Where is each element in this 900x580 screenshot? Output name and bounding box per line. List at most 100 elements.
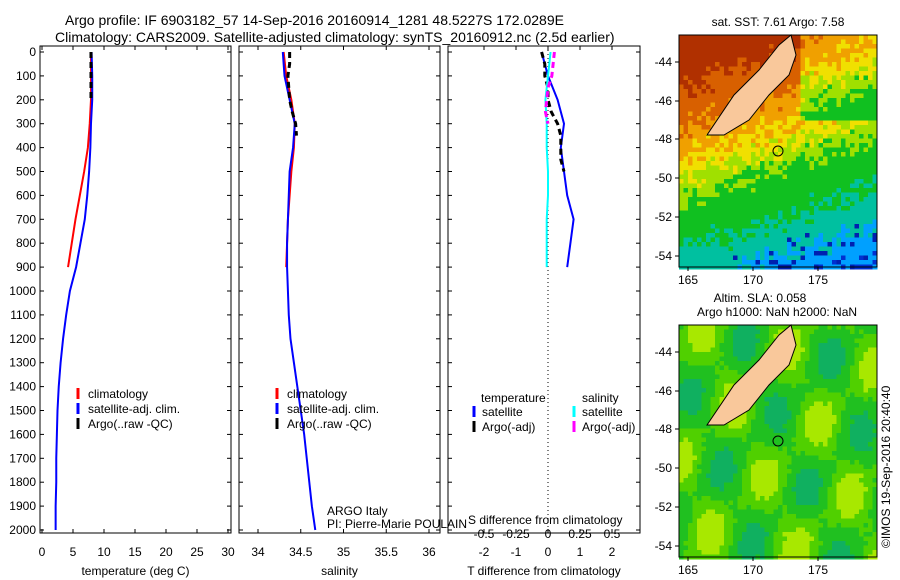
map-cell <box>827 116 833 121</box>
map-cell <box>850 62 855 67</box>
map-cell <box>697 134 702 139</box>
map-cell <box>800 116 806 121</box>
map-cell <box>863 325 869 330</box>
map-cell <box>854 192 860 198</box>
map-cell <box>859 473 864 479</box>
map-cell <box>683 71 689 76</box>
map-cell <box>872 89 878 94</box>
map-cell <box>841 255 846 261</box>
map-cell <box>697 361 702 366</box>
map-cell <box>737 473 743 479</box>
map-cell <box>850 473 855 479</box>
map-cell <box>692 237 698 243</box>
map-cell <box>724 487 729 492</box>
map-cell <box>764 161 770 166</box>
map-cell <box>742 143 747 148</box>
credit-text: ©IMOS 19-Sep-2016 20:40:40 <box>879 385 893 548</box>
map-cell <box>823 374 828 380</box>
map-cell <box>823 433 828 438</box>
map-cell <box>854 80 860 85</box>
map-cell <box>827 419 833 425</box>
map-cell <box>737 451 743 456</box>
map-cell <box>796 233 801 238</box>
map-cell <box>841 361 846 366</box>
map-cell <box>836 469 842 474</box>
map-cell <box>710 242 716 247</box>
map-cell <box>733 370 738 375</box>
map-cell <box>760 242 765 247</box>
map-cell <box>746 129 752 135</box>
map-cell <box>710 174 716 180</box>
map-cell <box>746 62 752 67</box>
map-cell <box>733 246 738 252</box>
map-cell <box>818 442 824 447</box>
map-cell <box>859 397 864 402</box>
map-cell <box>760 125 765 130</box>
map-cell <box>836 39 842 45</box>
map-cell <box>814 48 819 54</box>
map-cell <box>782 545 788 551</box>
map-cell <box>800 62 806 67</box>
map-cell <box>706 527 711 533</box>
map-cell <box>841 437 846 443</box>
lat-tick-label: -46 <box>655 384 673 398</box>
map-cell <box>868 437 873 443</box>
map-cell <box>800 219 806 225</box>
map-cell <box>755 192 761 198</box>
map-cell <box>737 143 743 148</box>
map-cell <box>679 500 684 506</box>
map-cell <box>778 527 783 533</box>
map-cell <box>863 473 869 479</box>
map-cell <box>818 35 824 40</box>
map-cell <box>688 192 693 198</box>
map-cell <box>859 174 864 180</box>
map-cell <box>863 487 869 492</box>
map-cell <box>742 44 747 49</box>
map-cell <box>701 383 707 389</box>
map-cell <box>854 165 860 171</box>
map-cell <box>854 343 860 348</box>
map-cell <box>778 219 783 225</box>
map-cell <box>791 138 797 144</box>
map-cell <box>733 260 738 265</box>
map-cell <box>769 215 774 220</box>
map-cell <box>706 170 711 175</box>
map-cell <box>737 233 743 238</box>
map-cell <box>692 527 698 533</box>
map-cell <box>679 401 684 407</box>
map-cell <box>764 464 770 470</box>
map-cell <box>683 500 689 506</box>
annotation-text: PI: Pierre-Marie POULAIN <box>327 517 467 531</box>
map-cell <box>814 383 819 389</box>
map-cell <box>854 84 860 90</box>
map-cell <box>872 93 878 99</box>
map-cell <box>742 491 747 497</box>
map-cell <box>688 233 693 238</box>
map-cell <box>769 98 774 103</box>
map-cell <box>760 455 765 461</box>
map-cell <box>845 379 851 384</box>
map-cell <box>679 129 684 135</box>
map-cell <box>818 57 824 63</box>
map-cell <box>796 365 801 371</box>
map-cell <box>710 482 716 488</box>
map-cell <box>692 188 698 193</box>
map-cell <box>737 478 743 483</box>
map-cell <box>769 93 774 99</box>
map-cell <box>737 361 743 366</box>
map-cell <box>764 35 770 40</box>
map-cell <box>809 260 815 265</box>
map-cell <box>872 388 878 393</box>
map-cell <box>742 442 747 447</box>
map-cell <box>809 406 815 411</box>
map-cell <box>805 401 810 407</box>
map-cell <box>683 107 689 112</box>
map-cell <box>787 147 792 153</box>
map-cell <box>697 80 702 85</box>
map-cell <box>863 260 869 265</box>
map-cell <box>796 356 801 362</box>
map-cell <box>863 188 869 193</box>
map-cell <box>710 532 716 537</box>
map-cell <box>724 473 729 479</box>
map-cell <box>697 325 702 330</box>
